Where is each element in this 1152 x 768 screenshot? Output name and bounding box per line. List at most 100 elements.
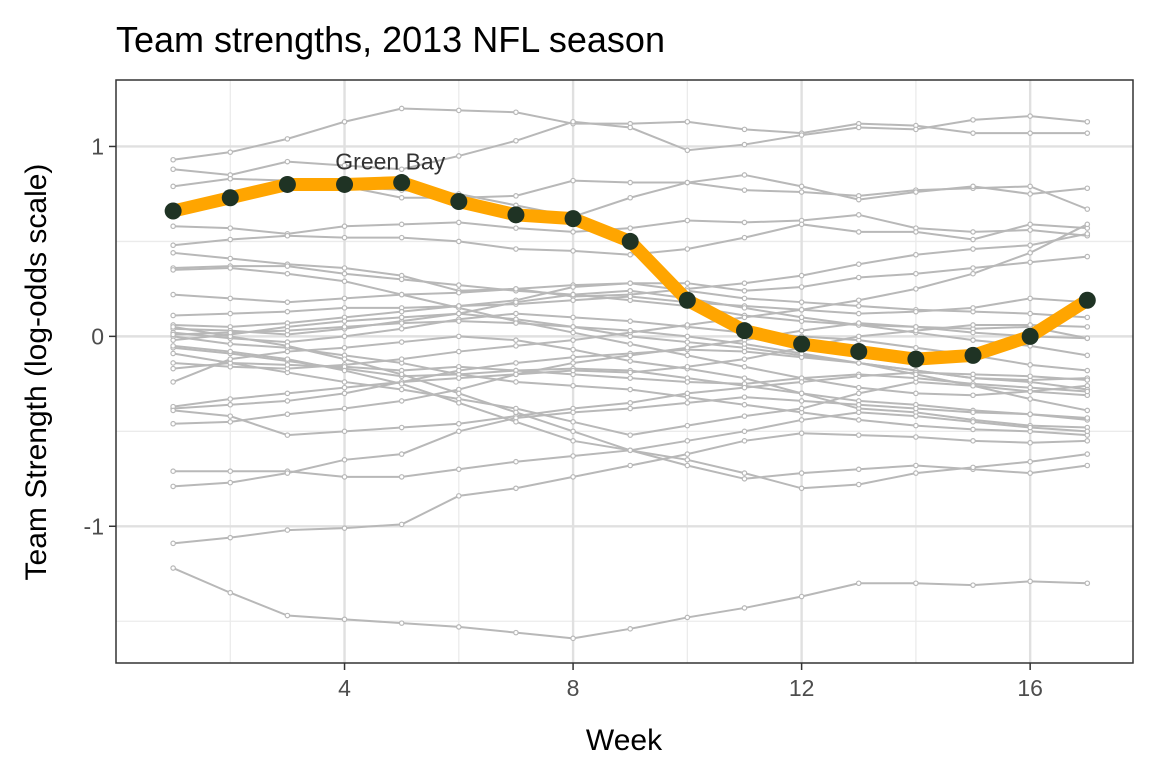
team-series-point (398, 314, 405, 321)
team-series-point (570, 324, 576, 330)
team-series-point (227, 255, 234, 262)
team-series-point (284, 362, 291, 368)
team-series-point (970, 130, 976, 136)
x-tick-label: 8 (567, 675, 580, 701)
team-series-point (570, 297, 576, 304)
team-series-point (970, 236, 976, 243)
team-series-point (913, 126, 919, 133)
team-series-point (570, 382, 576, 389)
team-series-point (170, 291, 176, 298)
team-series-point (570, 284, 576, 290)
team-series-point (1084, 314, 1091, 321)
team-series-point (741, 428, 748, 435)
team-series-point (1027, 295, 1033, 302)
team-series-point (913, 422, 919, 429)
team-series-point (741, 219, 748, 226)
team-series-point (970, 229, 976, 235)
team-series-point (627, 358, 634, 364)
team-series-point (855, 310, 862, 317)
y-tick-label: 0 (91, 323, 104, 349)
team-series-point (170, 420, 176, 427)
team-series-point (341, 223, 348, 230)
team-series-point (913, 251, 919, 258)
team-series-point (284, 612, 291, 619)
team-series-point (284, 411, 291, 418)
team-series-point (798, 417, 805, 423)
team-series-point (913, 413, 919, 419)
team-series-point (284, 343, 291, 349)
team-series-point (341, 379, 348, 385)
team-series-point (741, 356, 748, 362)
team-series-point (798, 430, 805, 437)
team-series-point (341, 384, 348, 391)
team-series-point (398, 291, 405, 298)
team-series-point (456, 348, 462, 355)
team-series-point (855, 212, 862, 218)
team-series-point (513, 379, 519, 385)
team-series-point (341, 367, 348, 374)
team-series-point (570, 409, 576, 416)
team-series-point (1084, 221, 1091, 228)
team-series-point (1027, 130, 1033, 136)
team-series-point (684, 379, 691, 385)
team-series-point (341, 333, 348, 340)
team-series-point (513, 193, 519, 199)
team-series-point (741, 438, 748, 444)
team-series-point (855, 274, 862, 281)
team-series-point (855, 390, 862, 397)
team-series-point (855, 401, 862, 408)
team-series-point (513, 137, 519, 144)
team-series-point (741, 348, 748, 355)
team-series-point (341, 278, 348, 285)
x-tick-label: 12 (789, 675, 815, 701)
team-series-point (798, 221, 805, 228)
team-series-point (170, 331, 176, 338)
team-series-point (627, 194, 634, 201)
team-series-point (284, 308, 291, 315)
team-series-point (341, 324, 348, 330)
team-series-point (913, 405, 919, 412)
team-series-point (970, 419, 976, 425)
team-series-point (627, 318, 634, 324)
team-series-point (398, 221, 405, 228)
team-series-point (513, 109, 519, 116)
team-series-point (970, 582, 976, 588)
team-series-point (227, 236, 234, 243)
team-series-point (170, 242, 176, 249)
team-series-point (456, 310, 462, 317)
team-series-point (170, 379, 176, 385)
team-series-point (456, 390, 462, 397)
team-series-point (798, 405, 805, 412)
team-series-point (398, 356, 405, 362)
team-series-point (627, 352, 634, 359)
team-series-point (570, 367, 576, 374)
team-series-point (227, 329, 234, 336)
team-series-point (227, 479, 234, 486)
team-series-point (970, 392, 976, 399)
team-series-point (684, 333, 691, 340)
team-series-point (1084, 253, 1091, 260)
team-series-point (570, 438, 576, 444)
team-series-point (398, 371, 405, 378)
team-series-point (227, 413, 234, 419)
team-series-point (341, 616, 348, 623)
team-series-point (513, 246, 519, 252)
team-series-point (227, 534, 234, 541)
team-series-point (913, 229, 919, 235)
team-series-point (456, 493, 462, 499)
team-series-point (227, 589, 234, 596)
team-series-point (284, 390, 291, 397)
team-series-point (741, 413, 748, 419)
team-series-point (227, 310, 234, 317)
team-series-point (513, 360, 519, 366)
team-series-point (855, 333, 862, 340)
highlight-series-point (678, 291, 696, 309)
team-series-point (513, 371, 519, 378)
team-series-point (398, 276, 405, 283)
team-series-point (570, 354, 576, 361)
team-series-point (398, 398, 405, 404)
team-series-point (741, 475, 748, 482)
plot-panel-border (115, 79, 1134, 664)
team-series-point (798, 299, 805, 305)
team-series-point (170, 407, 176, 414)
